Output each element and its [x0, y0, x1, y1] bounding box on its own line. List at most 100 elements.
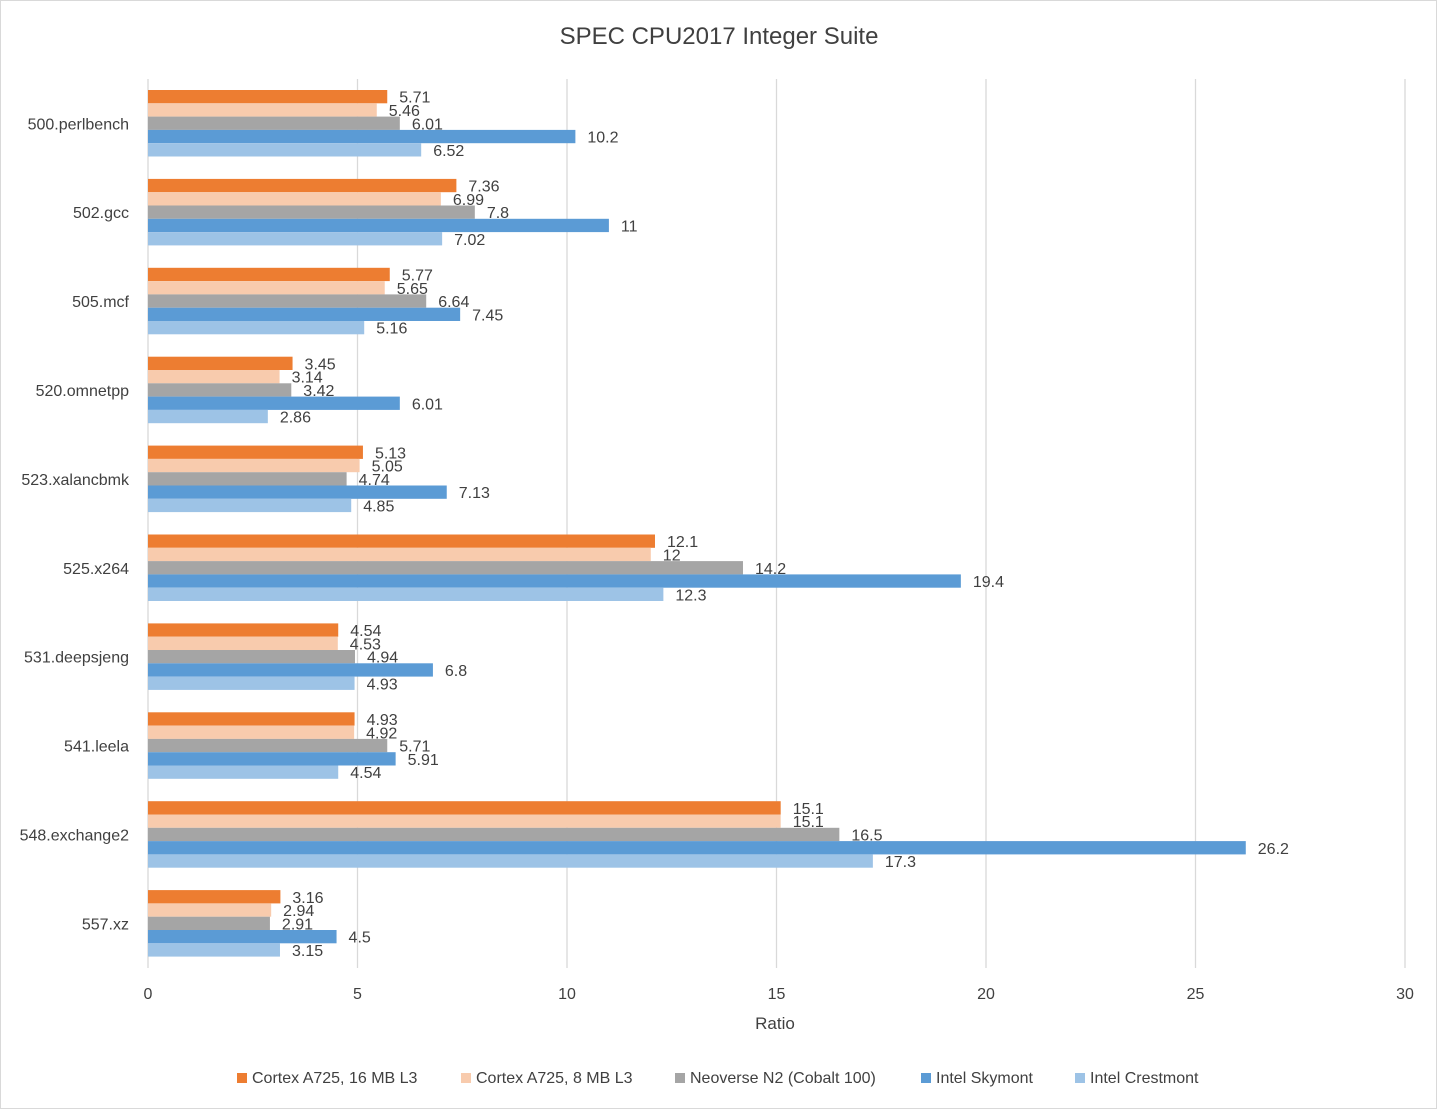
x-tick-label: 15 [768, 986, 786, 1003]
bar [148, 712, 355, 726]
bar [148, 205, 475, 219]
legend-item: Cortex A725, 8 MB L3 [461, 1070, 633, 1087]
bar [148, 232, 443, 246]
legend-label: Neoverse N2 (Cobalt 100) [690, 1070, 876, 1087]
x-tick-label: 0 [144, 986, 153, 1003]
data-label: 12.1 [667, 534, 698, 551]
data-label: 2.94 [283, 903, 314, 920]
bar [148, 676, 355, 690]
bar [148, 752, 396, 766]
category-label: 505.mcf [72, 294, 129, 311]
data-label: 12 [663, 547, 681, 564]
bar [148, 321, 365, 335]
bar [148, 294, 427, 308]
category-label: 531.deepsjeng [24, 650, 129, 667]
data-label: 2.91 [282, 916, 313, 933]
data-label: 4.93 [367, 712, 398, 729]
bar [148, 636, 338, 650]
category-label: 502.gcc [73, 205, 129, 222]
data-label: 5.65 [397, 281, 428, 298]
legend-swatch [237, 1073, 247, 1083]
bar [148, 370, 280, 384]
legend-label: Cortex A725, 8 MB L3 [476, 1070, 633, 1087]
bar [148, 587, 664, 601]
data-label: 16.5 [851, 827, 882, 844]
bar [148, 738, 388, 753]
bar [148, 103, 377, 117]
data-label: 12.3 [675, 587, 706, 604]
category-label: 541.leela [64, 739, 129, 756]
bar [148, 458, 360, 473]
data-label: 6.52 [433, 143, 464, 160]
data-label: 11 [621, 218, 638, 235]
data-label: 5.71 [399, 90, 430, 107]
data-label: 7.13 [459, 485, 490, 502]
data-label: 4.92 [366, 725, 397, 742]
data-label: 5.46 [389, 103, 420, 120]
bar [148, 267, 390, 282]
data-label: 3.42 [303, 383, 334, 400]
data-label: 4.74 [359, 472, 390, 489]
bar [148, 281, 385, 295]
data-label: 14.2 [755, 561, 786, 578]
x-tick-label: 20 [977, 986, 995, 1003]
bar [148, 178, 457, 193]
bar [148, 943, 280, 957]
bar [148, 801, 781, 815]
data-label: 6.99 [453, 192, 484, 209]
bar [148, 90, 388, 104]
data-label: 3.14 [292, 370, 323, 387]
legend: Cortex A725, 16 MB L3 Cortex A725, 8 MB L… [237, 1070, 1199, 1087]
x-tick-label: 25 [1187, 986, 1205, 1003]
category-label: 548.exchange2 [20, 827, 130, 844]
bar [148, 356, 293, 370]
legend-swatch [461, 1073, 471, 1083]
bar [148, 396, 400, 410]
data-label: 4.53 [350, 636, 381, 653]
bar [148, 409, 268, 424]
data-label: 6.01 [412, 396, 443, 413]
data-label: 7.36 [468, 179, 499, 196]
data-label: 17.3 [885, 854, 916, 871]
data-label: 3.16 [292, 890, 323, 907]
data-label: 7.8 [487, 205, 509, 222]
data-label: 4.93 [367, 676, 398, 693]
bar [148, 854, 873, 868]
x-axis-ticks: 0 5 10 15 20 25 30 [144, 986, 1414, 1003]
x-tick-label: 10 [558, 986, 576, 1003]
chart-title: SPEC CPU2017 Integer Suite [560, 23, 879, 50]
bar [148, 814, 781, 828]
legend-item: Intel Crestmont [1075, 1070, 1199, 1087]
data-label: 10.2 [587, 130, 618, 147]
legend-item: Cortex A725, 16 MB L3 [237, 1070, 418, 1087]
category-label: 500.perlbench [28, 116, 129, 133]
data-label: 5.71 [399, 739, 430, 756]
legend-item: Neoverse N2 (Cobalt 100) [675, 1070, 876, 1087]
data-label: 4.54 [350, 765, 381, 782]
bar [148, 192, 441, 206]
bars [148, 90, 1246, 957]
bar [148, 890, 281, 904]
bar [148, 561, 743, 575]
data-label: 6.8 [445, 663, 467, 680]
data-label: 26.2 [1258, 841, 1289, 858]
data-label: 5.13 [375, 445, 406, 462]
data-label: 15.1 [793, 801, 824, 818]
bar [148, 574, 961, 588]
legend-label: Intel Skymont [936, 1070, 1033, 1087]
bar [148, 218, 609, 233]
data-label: 3.45 [305, 356, 336, 373]
data-label: 4.85 [363, 498, 394, 515]
bar [148, 498, 352, 513]
legend-swatch [921, 1073, 931, 1083]
data-label: 7.45 [472, 307, 503, 324]
bar [148, 534, 655, 548]
legend-swatch [1075, 1073, 1085, 1083]
bar [148, 930, 337, 944]
data-label: 5.16 [376, 321, 407, 338]
bar [148, 827, 840, 842]
bar [148, 383, 292, 397]
x-tick-label: 5 [353, 986, 362, 1003]
category-label: 523.xalancbmk [21, 472, 130, 489]
